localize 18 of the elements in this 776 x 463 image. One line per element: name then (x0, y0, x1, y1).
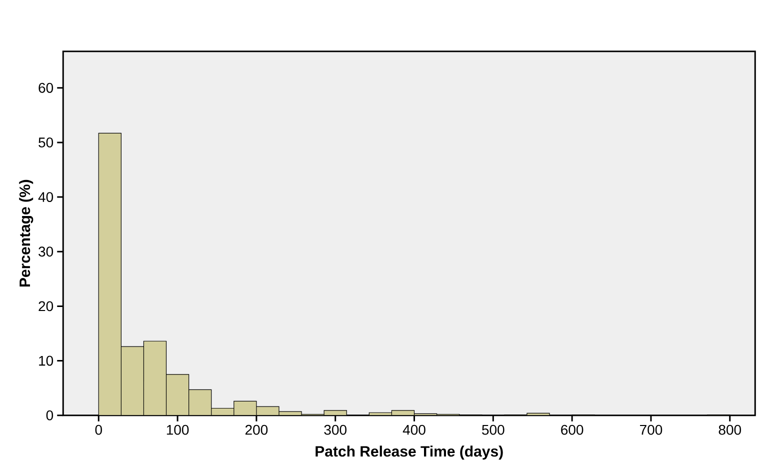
x-tick-label: 300 (324, 424, 346, 435)
x-tick-label: 700 (640, 424, 662, 435)
y-tick-label: 40 (38, 192, 54, 202)
y-tick-label: 20 (38, 301, 54, 312)
y-axis-title: Percentage (%) (19, 180, 34, 287)
y-tick-label: 10 (39, 356, 54, 366)
x-tick-label: 800 (718, 424, 742, 435)
y-tick-label: 0 (46, 410, 54, 420)
x-tick-label: 100 (166, 424, 189, 435)
x-tick-label: 200 (245, 424, 268, 435)
x-tick-label: 0 (95, 424, 102, 435)
x-tick-label: 400 (402, 424, 426, 435)
x-tick-label: 600 (561, 424, 584, 435)
y-tick-label: 50 (38, 138, 54, 148)
y-tick-label: 30 (38, 246, 54, 257)
y-tick-label: 60 (38, 82, 54, 93)
x-tick-label: 500 (482, 424, 504, 435)
x-axis-title: Patch Release Time (days) (316, 446, 503, 460)
